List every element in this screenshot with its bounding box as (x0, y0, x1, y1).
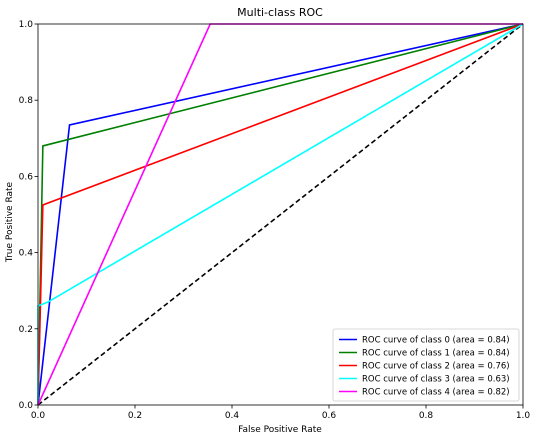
x-tick-label: 0.6 (322, 411, 337, 421)
legend-label-class-0: ROC curve of class 0 (area = 0.84) (362, 336, 510, 346)
x-axis-label: False Positive Rate (238, 425, 322, 435)
legend-label-class-3: ROC curve of class 3 (area = 0.63) (362, 375, 510, 385)
reference-diagonal-line (37, 23, 524, 406)
plot-area: 0.0 0.2 0.4 0.6 0.8 1.0 0.0 0.2 0.4 0.6 0.8 1.0 ROC … (19, 20, 531, 421)
chart-title: Multi-class ROC (237, 6, 323, 19)
y-tick-label: 0.6 (19, 172, 34, 182)
y-tick-label: 0.0 (19, 401, 34, 411)
y-axis-label: True Positive Rate (5, 181, 15, 263)
y-tick-label: 0.4 (19, 249, 34, 259)
roc-line-class-2 (37, 23, 524, 406)
y-tick-label: 1.0 (19, 20, 34, 30)
legend-label-class-4: ROC curve of class 4 (area = 0.82) (362, 388, 510, 398)
legend-label-class-1: ROC curve of class 1 (area = 0.84) (362, 349, 510, 359)
legend-label-class-2: ROC curve of class 2 (area = 0.76) (362, 362, 510, 372)
y-tick-label: 0.2 (19, 325, 33, 335)
x-tick-label: 0.8 (419, 411, 434, 421)
x-tick-label: 0.4 (225, 411, 240, 421)
x-tick-label: 0.0 (31, 411, 46, 421)
y-tick-label: 0.8 (19, 96, 34, 106)
x-tick-label: 1.0 (516, 411, 531, 421)
roc-line-class-0 (37, 23, 524, 406)
x-tick-label: 0.2 (128, 411, 142, 421)
legend-box (332, 328, 520, 402)
plot-frame (37, 23, 524, 406)
